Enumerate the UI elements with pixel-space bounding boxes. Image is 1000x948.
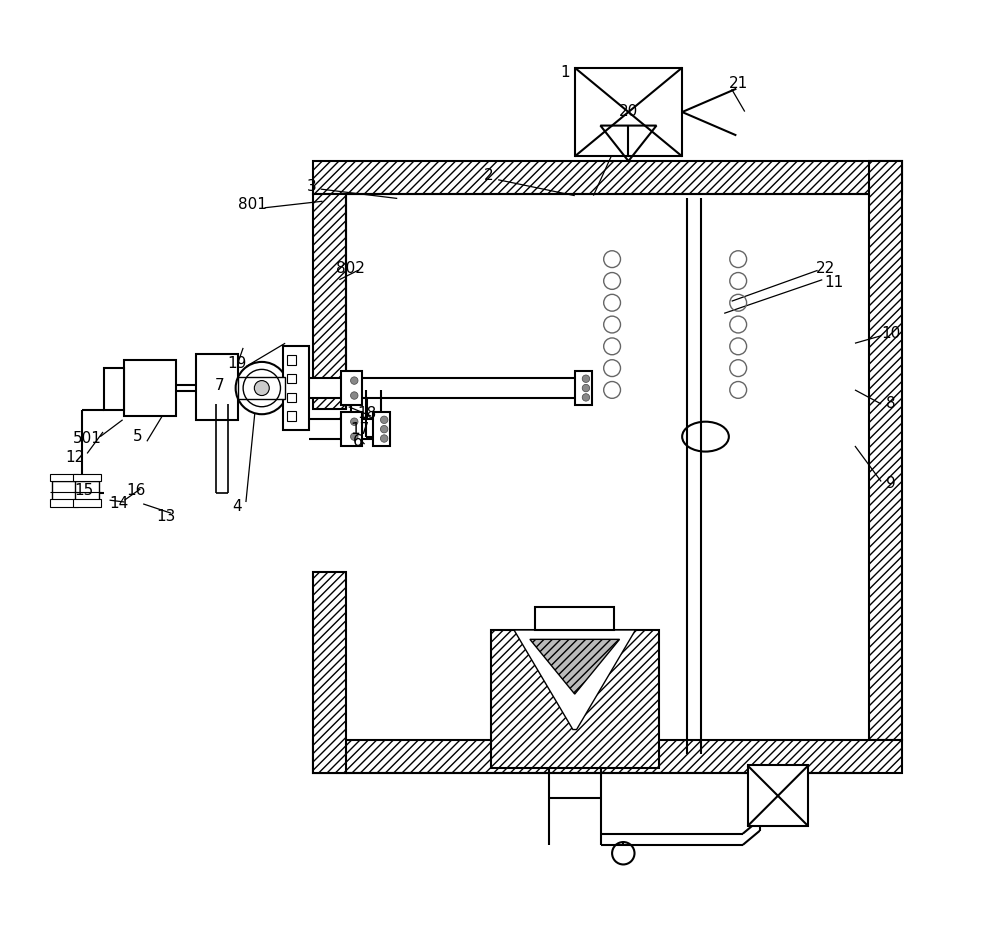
- Bar: [748, 765, 808, 826]
- Bar: [50, 474, 78, 482]
- Bar: [287, 411, 296, 421]
- Bar: [575, 372, 592, 405]
- Bar: [535, 607, 614, 630]
- Text: 11: 11: [825, 275, 844, 290]
- Text: 19: 19: [227, 356, 246, 372]
- Text: 7: 7: [215, 377, 225, 392]
- Circle shape: [582, 384, 590, 392]
- Text: 1: 1: [561, 64, 570, 80]
- Bar: [341, 372, 362, 405]
- Bar: [313, 572, 346, 773]
- Bar: [238, 377, 285, 399]
- Text: 17: 17: [350, 422, 370, 437]
- Bar: [73, 500, 101, 506]
- Bar: [491, 630, 659, 768]
- Bar: [313, 740, 902, 773]
- Bar: [50, 500, 78, 506]
- Circle shape: [351, 392, 358, 399]
- Bar: [373, 412, 390, 446]
- Bar: [341, 412, 362, 446]
- Polygon shape: [530, 639, 620, 694]
- Circle shape: [351, 433, 358, 441]
- Bar: [309, 378, 575, 398]
- Circle shape: [582, 375, 590, 382]
- Text: 802: 802: [336, 261, 365, 276]
- Text: 3: 3: [306, 179, 316, 193]
- Text: 6: 6: [353, 434, 363, 448]
- Circle shape: [380, 426, 388, 433]
- Text: 20: 20: [619, 104, 639, 119]
- Text: 5: 5: [133, 429, 142, 444]
- Circle shape: [254, 380, 269, 395]
- Bar: [196, 355, 238, 420]
- Text: 8: 8: [886, 396, 895, 411]
- Bar: [124, 360, 176, 416]
- Bar: [313, 193, 346, 409]
- Text: 18: 18: [358, 406, 377, 421]
- Bar: [287, 392, 296, 402]
- Text: 14: 14: [109, 497, 129, 511]
- Polygon shape: [514, 630, 635, 730]
- Circle shape: [351, 377, 358, 384]
- Text: 2: 2: [484, 168, 494, 183]
- Text: 9: 9: [886, 476, 895, 491]
- Text: 801: 801: [238, 197, 267, 212]
- Bar: [309, 419, 365, 440]
- Bar: [313, 161, 902, 193]
- Circle shape: [380, 416, 388, 424]
- Circle shape: [236, 362, 288, 414]
- Bar: [287, 356, 296, 365]
- Text: 22: 22: [815, 261, 835, 276]
- Bar: [869, 161, 902, 740]
- Circle shape: [380, 435, 388, 442]
- Bar: [287, 374, 296, 383]
- Bar: [575, 67, 682, 156]
- Bar: [104, 369, 124, 410]
- Text: 13: 13: [156, 508, 175, 523]
- Circle shape: [351, 418, 358, 426]
- Bar: [283, 346, 309, 430]
- Text: 16: 16: [126, 483, 145, 499]
- Circle shape: [582, 393, 590, 401]
- Text: 501: 501: [73, 431, 102, 446]
- Text: 4: 4: [232, 500, 241, 514]
- Bar: [52, 482, 76, 502]
- Text: 21: 21: [729, 76, 748, 91]
- Text: 12: 12: [65, 449, 85, 465]
- Text: 15: 15: [75, 483, 94, 499]
- Bar: [75, 482, 99, 502]
- Text: 10: 10: [881, 326, 900, 341]
- Bar: [73, 474, 101, 482]
